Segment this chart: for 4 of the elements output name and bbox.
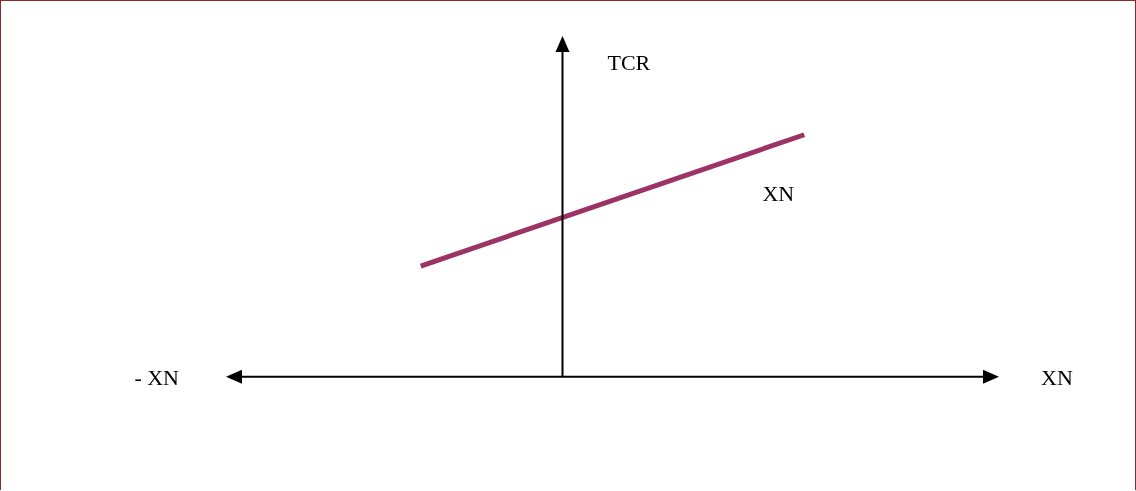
series-label: XN [762,180,795,206]
y-axis-title: TCR [607,49,651,75]
text: - XN [134,365,180,391]
x-axis-title: XN [1041,365,1073,391]
